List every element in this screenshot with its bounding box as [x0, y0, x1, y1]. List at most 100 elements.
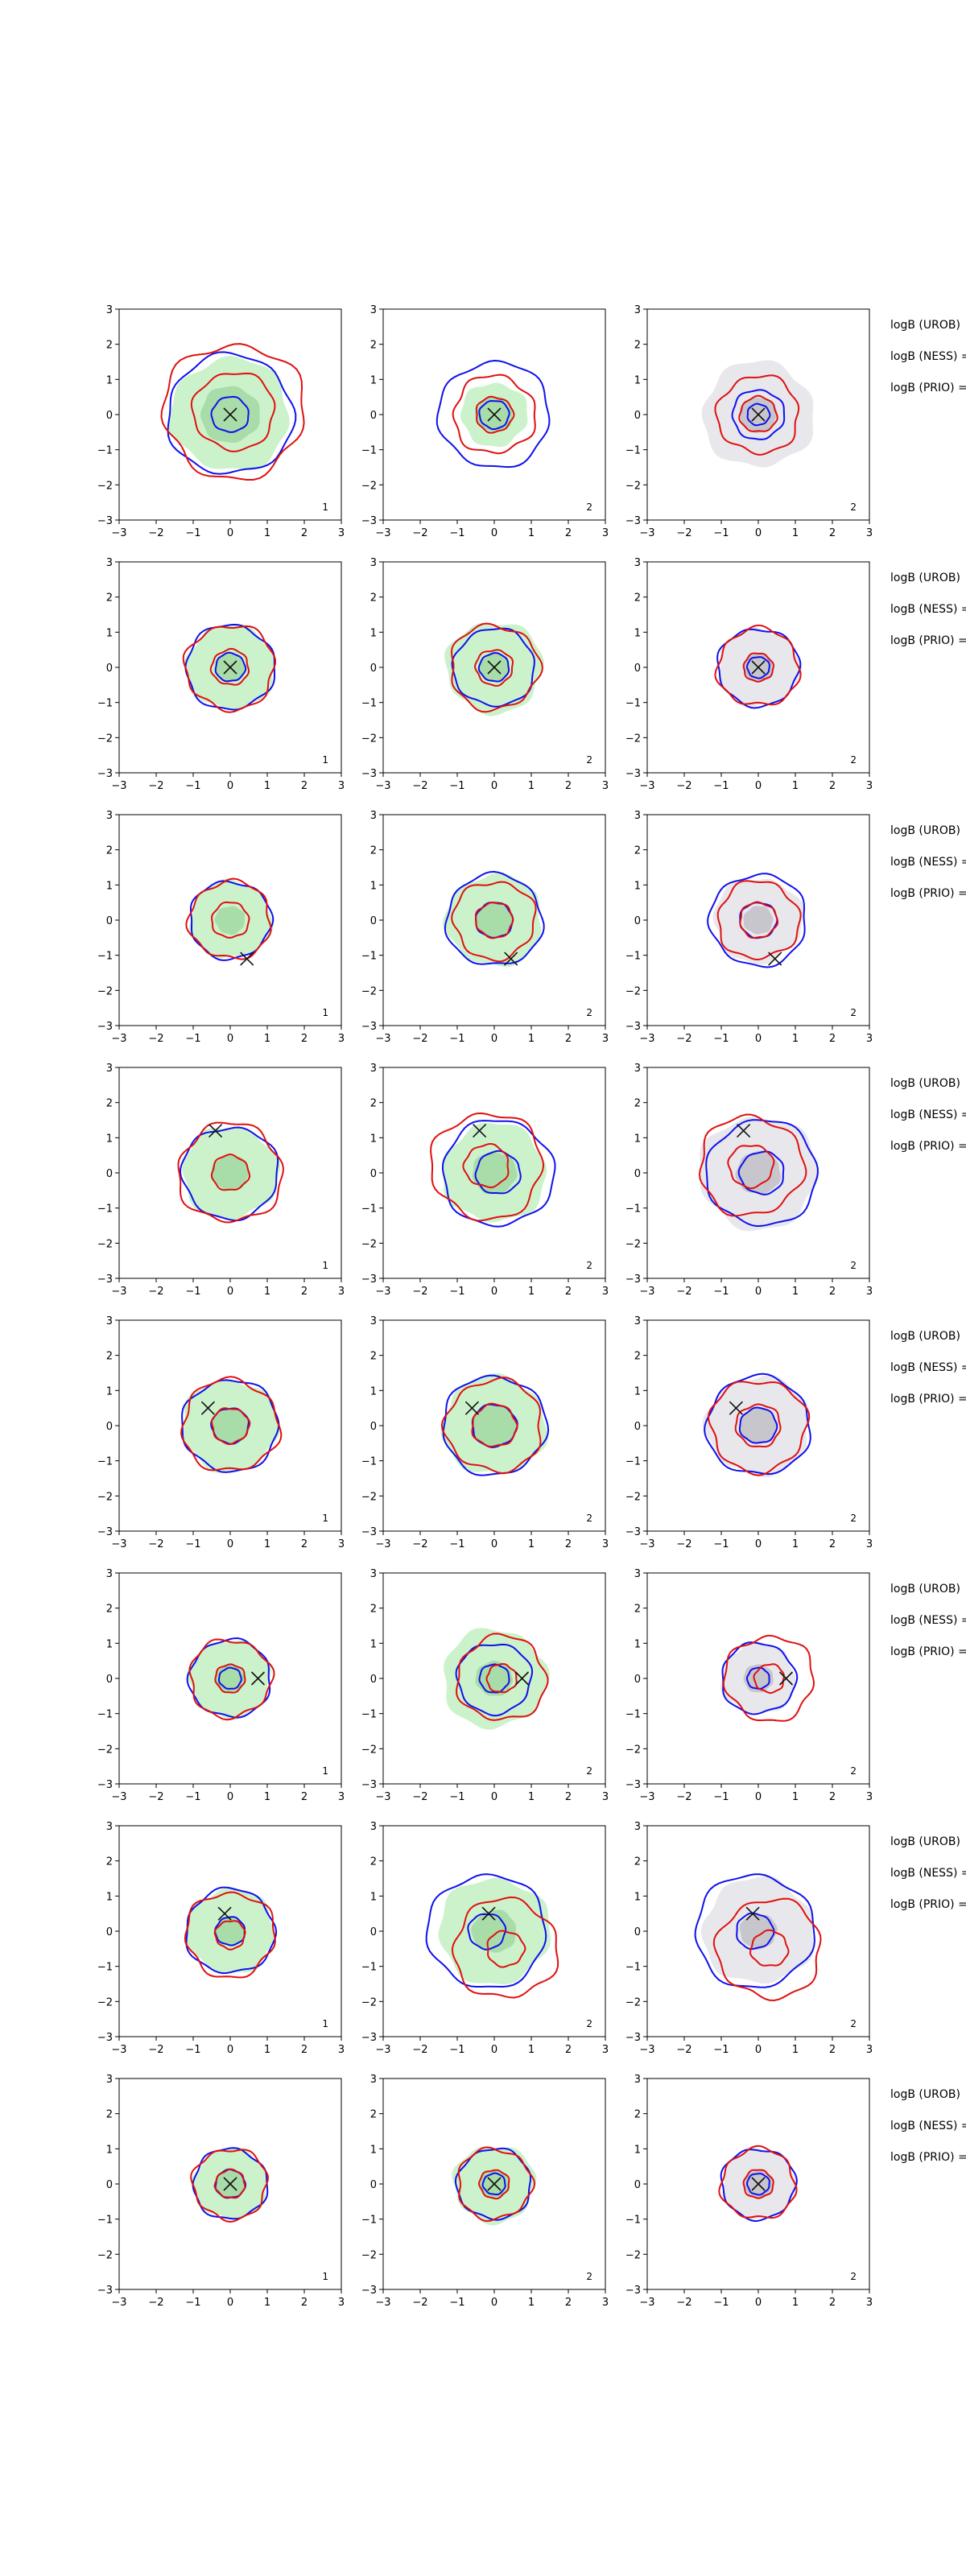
- blue-contour-outer: [455, 1643, 534, 1717]
- y-tick-label: 0: [634, 1674, 641, 1686]
- y-tick-label: 0: [370, 1421, 377, 1433]
- side-label-3: logB (PRIO) =: [890, 1645, 966, 1658]
- blue-contour-inner: [736, 1912, 775, 1951]
- y-tick-label: −2: [361, 2249, 377, 2261]
- x-tick-label: 3: [602, 2297, 609, 2309]
- x-tick-label: −3: [375, 527, 390, 539]
- y-tick-label: 2: [370, 340, 377, 352]
- x-tick-label: −1: [185, 2044, 200, 2056]
- x-tick-label: 2: [301, 1538, 308, 1550]
- y-tick-label: −1: [625, 445, 641, 457]
- y-tick-label: −1: [361, 698, 377, 710]
- x-tick-label: −2: [412, 1033, 427, 1045]
- panel-number: 1: [322, 1513, 328, 1524]
- side-label-2: logB (NESS) =: [890, 2120, 966, 2132]
- y-tick-label: −1: [625, 698, 641, 710]
- side-label-2: logB (NESS) =: [890, 1614, 966, 1627]
- x-tick-label: −3: [375, 1538, 390, 1550]
- panel-r6-c2: −3−3 −2 −2 −1 −1 0 0 1 1 2 2 3 3 2: [361, 1568, 609, 1803]
- true-value-marker: [250, 1671, 266, 1686]
- x-tick-label: −1: [185, 1286, 200, 1298]
- x-tick-label: 3: [602, 1791, 609, 1803]
- red-contour-outer: [177, 1121, 285, 1224]
- x-tick-label: −2: [412, 1791, 427, 1803]
- y-tick-label: 3: [634, 557, 641, 569]
- panel-number: 1: [322, 1260, 328, 1271]
- side-label-2: logB (NESS) =: [890, 1361, 966, 1374]
- y-tick-label: 3: [370, 304, 377, 316]
- true-value-marker: [208, 1124, 223, 1138]
- y-tick-label: 1: [370, 1638, 377, 1650]
- x-tick-label: 3: [602, 780, 609, 792]
- true-value-marker: [487, 407, 502, 422]
- y-tick-label: 0: [634, 410, 641, 422]
- blue-contour-outer: [705, 1119, 819, 1228]
- x-tick-label: −3: [111, 1791, 126, 1803]
- y-tick-label: 3: [634, 1568, 641, 1580]
- red-contour-outer: [707, 1381, 811, 1476]
- red-contour-inner: [486, 1930, 526, 1968]
- y-tick-label: −2: [97, 733, 113, 745]
- y-tick-label: 3: [106, 2074, 113, 2086]
- side-label-3: logB (PRIO) =: [890, 2151, 966, 2164]
- y-tick-label: 1: [106, 1385, 113, 1397]
- true-value-marker: [729, 1401, 743, 1415]
- x-tick-label: 2: [829, 1791, 836, 1803]
- red-contour-outer: [698, 1113, 807, 1217]
- filled-density-inner: [471, 1909, 516, 1953]
- filled-density-inner: [215, 1917, 246, 1946]
- x-tick-label: −1: [185, 780, 200, 792]
- true-value-marker: [481, 1906, 496, 1921]
- true-value-marker: [223, 2177, 237, 2191]
- y-tick-label: 2: [106, 2109, 113, 2121]
- red-contour-inner: [739, 901, 779, 939]
- panel-number: 2: [850, 754, 857, 766]
- x-tick-label: 1: [264, 2044, 270, 2056]
- y-tick-label: 0: [106, 663, 113, 675]
- x-tick-label: 2: [829, 2044, 836, 2056]
- y-tick-label: 1: [370, 1133, 377, 1145]
- blue-contour-outer: [425, 1873, 547, 1988]
- panel-number: 2: [850, 1007, 857, 1018]
- y-tick-label: −3: [625, 1779, 641, 1791]
- panel-number: 2: [586, 502, 592, 513]
- blue-contour-inner: [737, 1150, 785, 1195]
- blue-contour-outer: [721, 1641, 799, 1715]
- y-tick-label: −3: [361, 1526, 377, 1538]
- y-tick-label: 0: [370, 915, 377, 927]
- red-contour-inner: [474, 902, 514, 939]
- x-tick-label: −2: [412, 527, 427, 539]
- x-tick-label: 0: [227, 2297, 233, 2309]
- x-tick-label: 2: [301, 1791, 308, 1803]
- panel-contours: [444, 1628, 550, 1730]
- y-tick-label: 1: [370, 880, 377, 892]
- x-tick-label: 0: [491, 527, 497, 539]
- panel-r6-c3: −3−3 −2 −2 −1 −1 0 0 1 1 2 2 3 3 2: [625, 1568, 873, 1803]
- panel-contours: [186, 1637, 275, 1721]
- filled-density-inner: [739, 1913, 778, 1950]
- x-tick-label: −3: [639, 2044, 654, 2056]
- panel-contours: [180, 1376, 283, 1473]
- side-label-2: logB (NESS) =: [890, 350, 966, 363]
- x-tick-label: 2: [301, 1286, 308, 1298]
- panel-number: 2: [586, 1765, 592, 1777]
- y-tick-label: 1: [106, 880, 113, 892]
- panel-contours: [177, 1121, 285, 1224]
- y-tick-label: −3: [625, 1021, 641, 1033]
- red-contour-outer: [190, 2149, 270, 2223]
- x-tick-label: 3: [602, 1286, 609, 1298]
- y-tick-label: −3: [361, 768, 377, 780]
- y-tick-label: 2: [106, 1098, 113, 1110]
- y-tick-label: −1: [361, 1962, 377, 1974]
- x-tick-label: −3: [375, 1033, 390, 1045]
- x-tick-label: 1: [264, 1538, 270, 1550]
- red-contour-inner: [209, 647, 250, 686]
- y-tick-label: 1: [106, 374, 113, 386]
- x-tick-label: 3: [602, 1538, 609, 1550]
- side-label-1: logB (UROB): [890, 572, 960, 584]
- y-tick-label: 1: [634, 374, 641, 386]
- x-tick-label: 2: [829, 1033, 836, 1045]
- panel-contours: [182, 623, 277, 713]
- red-contour-outer: [714, 624, 802, 706]
- panel-number: 2: [586, 1260, 592, 1271]
